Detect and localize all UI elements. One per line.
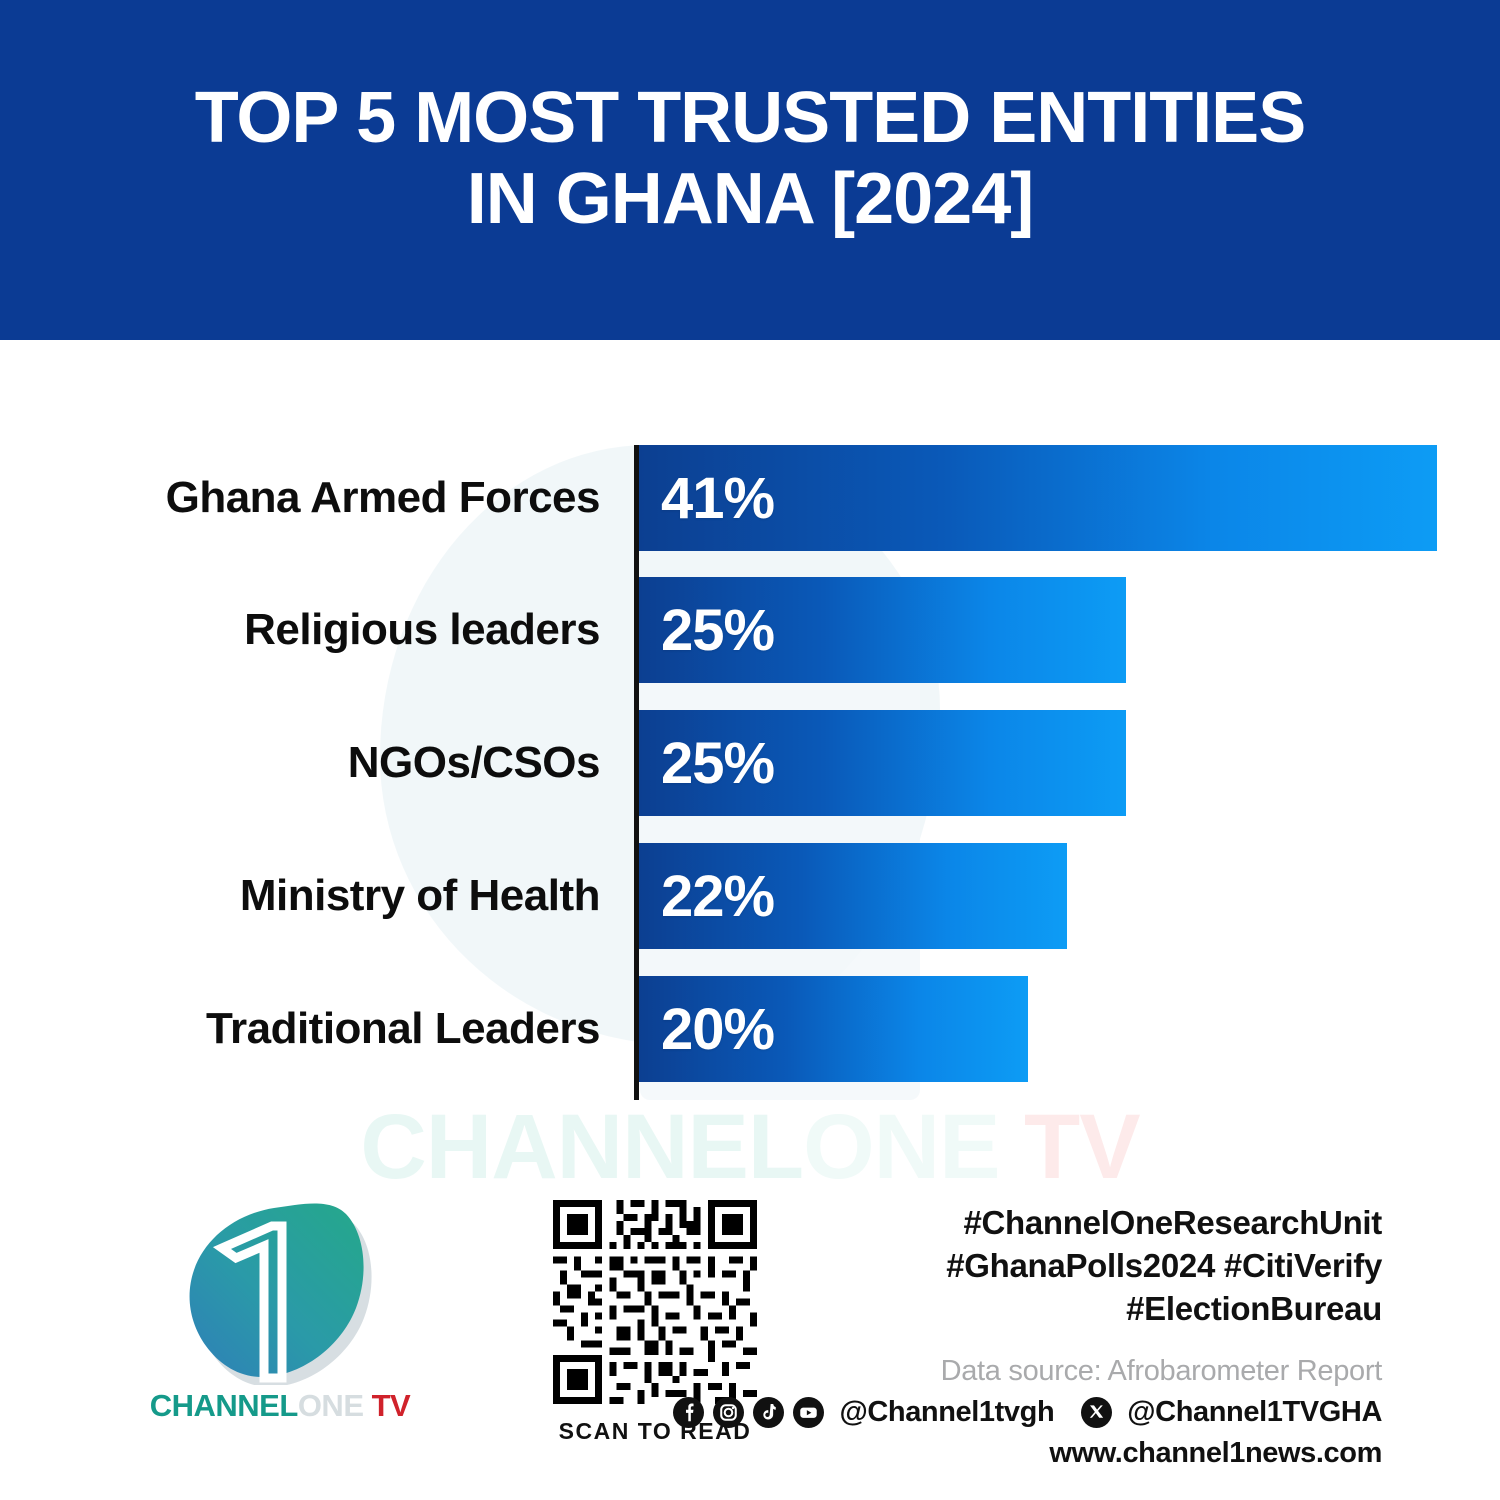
chart-row: Ministry of Health 22% xyxy=(0,843,1500,949)
bar-value-4: 20% xyxy=(661,996,775,1062)
bar-value-3: 22% xyxy=(661,863,775,929)
bar-4: 20% xyxy=(639,976,1029,1082)
header-banner: TOP 5 MOST TRUSTED ENTITIES IN GHANA [20… xyxy=(0,0,1500,340)
hashtag-line-0: #ChannelOneResearchUnit xyxy=(963,1204,1382,1241)
info-block: #ChannelOneResearchUnit #GhanaPolls2024 … xyxy=(673,1202,1383,1470)
page-title: TOP 5 MOST TRUSTED ENTITIES IN GHANA [20… xyxy=(0,78,1500,239)
category-label-4: Traditional Leaders xyxy=(206,1004,600,1053)
tiktok-icon[interactable] xyxy=(753,1396,785,1428)
logo-text-one: ONE xyxy=(297,1388,364,1423)
website-url[interactable]: www.channel1news.com xyxy=(1049,1436,1382,1469)
data-source-label: Data source: Afrobarometer Report xyxy=(940,1354,1383,1387)
hashtag-line-2: #ElectionBureau xyxy=(1126,1289,1382,1327)
footer: CHANNELONE TV xyxy=(0,1190,1500,1500)
title-line-1: TOP 5 MOST TRUSTED ENTITIES xyxy=(194,78,1306,158)
chart-row: Religious leaders 25% xyxy=(0,577,1500,683)
x-twitter-icon[interactable] xyxy=(1081,1396,1113,1428)
bar-value-2: 25% xyxy=(661,730,775,796)
logo-text-tv: TV xyxy=(363,1388,411,1423)
logo-blob-icon xyxy=(189,1203,372,1385)
channelone-logo: CHANNELONE TV xyxy=(120,1200,440,1450)
bar-chart: Ghana Armed Forces 41% Religious leaders… xyxy=(0,340,1500,1120)
y-axis-line xyxy=(634,445,639,1100)
category-label-1: Religious leaders xyxy=(244,605,600,654)
hashtag-line-1: #GhanaPolls2024 #CitiVerify xyxy=(946,1246,1382,1284)
bar-0: 41% xyxy=(639,445,1437,551)
qr-block[interactable]: SCAN TO READ xyxy=(545,1200,765,1445)
chart-row: NGOs/CSOs 25% xyxy=(0,710,1500,816)
chart-row: Ghana Armed Forces 41% xyxy=(0,445,1500,551)
bar-2: 25% xyxy=(639,710,1126,816)
category-label-2: NGOs/CSOs xyxy=(347,738,601,787)
bar-value-0: 41% xyxy=(661,465,775,531)
bar-1: 25% xyxy=(639,577,1126,683)
hashtags: #ChannelOneResearchUnit #GhanaPolls2024 … xyxy=(862,1202,1382,1331)
chart-row: Traditional Leaders 20% xyxy=(0,976,1500,1082)
category-label-3: Ministry of Health xyxy=(239,871,601,920)
social-handle-x[interactable]: @Channel1TVGHA xyxy=(1127,1395,1382,1428)
logo-text-channel: CHANNEL xyxy=(149,1388,299,1423)
bar-3: 22% xyxy=(639,843,1068,949)
bar-value-1: 25% xyxy=(661,597,775,663)
logo-wordmark: CHANNELONE TV xyxy=(110,1388,450,1424)
category-label-0: Ghana Armed Forces xyxy=(165,473,601,522)
facebook-icon[interactable] xyxy=(673,1396,705,1428)
social-handle-main[interactable]: @Channel1tvgh xyxy=(839,1395,1055,1428)
instagram-icon[interactable] xyxy=(713,1396,745,1428)
social-row: @Channel1tvgh @Channel1TVGHA xyxy=(673,1395,1382,1429)
title-line-2: IN GHANA [2024] xyxy=(466,158,1034,239)
qr-code-icon[interactable] xyxy=(553,1200,757,1404)
youtube-icon[interactable] xyxy=(793,1396,825,1428)
